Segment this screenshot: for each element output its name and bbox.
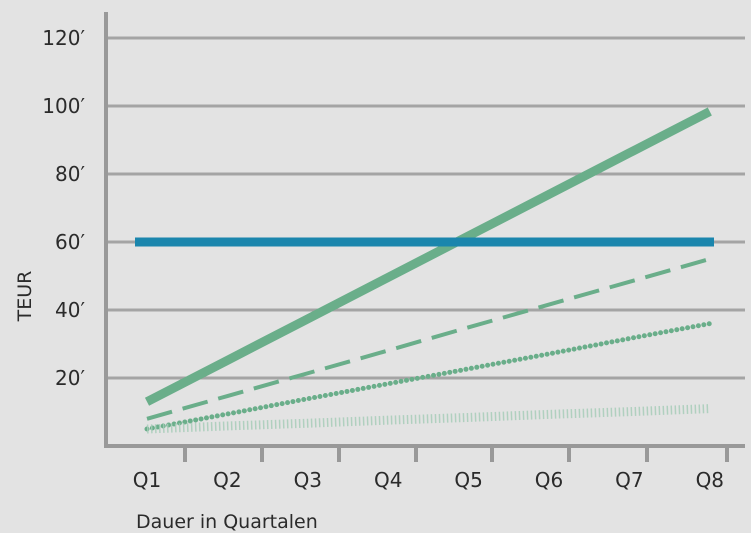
y-tick-label: 80′ <box>55 162 85 186</box>
gridlines <box>106 36 745 380</box>
series-lines <box>135 107 714 434</box>
x-tick-label: Q7 <box>615 468 643 492</box>
axes <box>104 12 745 462</box>
y-tick-label: 100′ <box>42 94 85 118</box>
y-tick-label: 40′ <box>55 298 85 322</box>
y-tick-label: 60′ <box>55 230 85 254</box>
x-tick-label: Q1 <box>133 468 161 492</box>
x-tick-label: Q4 <box>374 468 402 492</box>
series-line-3 <box>146 257 711 421</box>
series-line-5 <box>146 404 710 434</box>
x-tick-label: Q2 <box>213 468 241 492</box>
x-tick-label: Q3 <box>294 468 322 492</box>
x-tick-label: Q5 <box>454 468 482 492</box>
x-tick-label: Q6 <box>535 468 563 492</box>
series-line-1 <box>144 107 712 406</box>
x-tick-label: Q8 <box>696 468 724 492</box>
y-axis-title: TEUR <box>14 271 36 323</box>
y-tick-label: 20′ <box>55 366 85 390</box>
series-line-4 <box>144 321 713 432</box>
y-tick-label: 120′ <box>42 26 85 50</box>
x-axis-title: Dauer in Quartalen <box>136 511 318 533</box>
tick-labels: 20′ 40′ 60′ 80′ 100′ 120′ Q1 Q2 Q3 Q4 Q5 Q6 Q7 Q8 <box>42 26 724 492</box>
